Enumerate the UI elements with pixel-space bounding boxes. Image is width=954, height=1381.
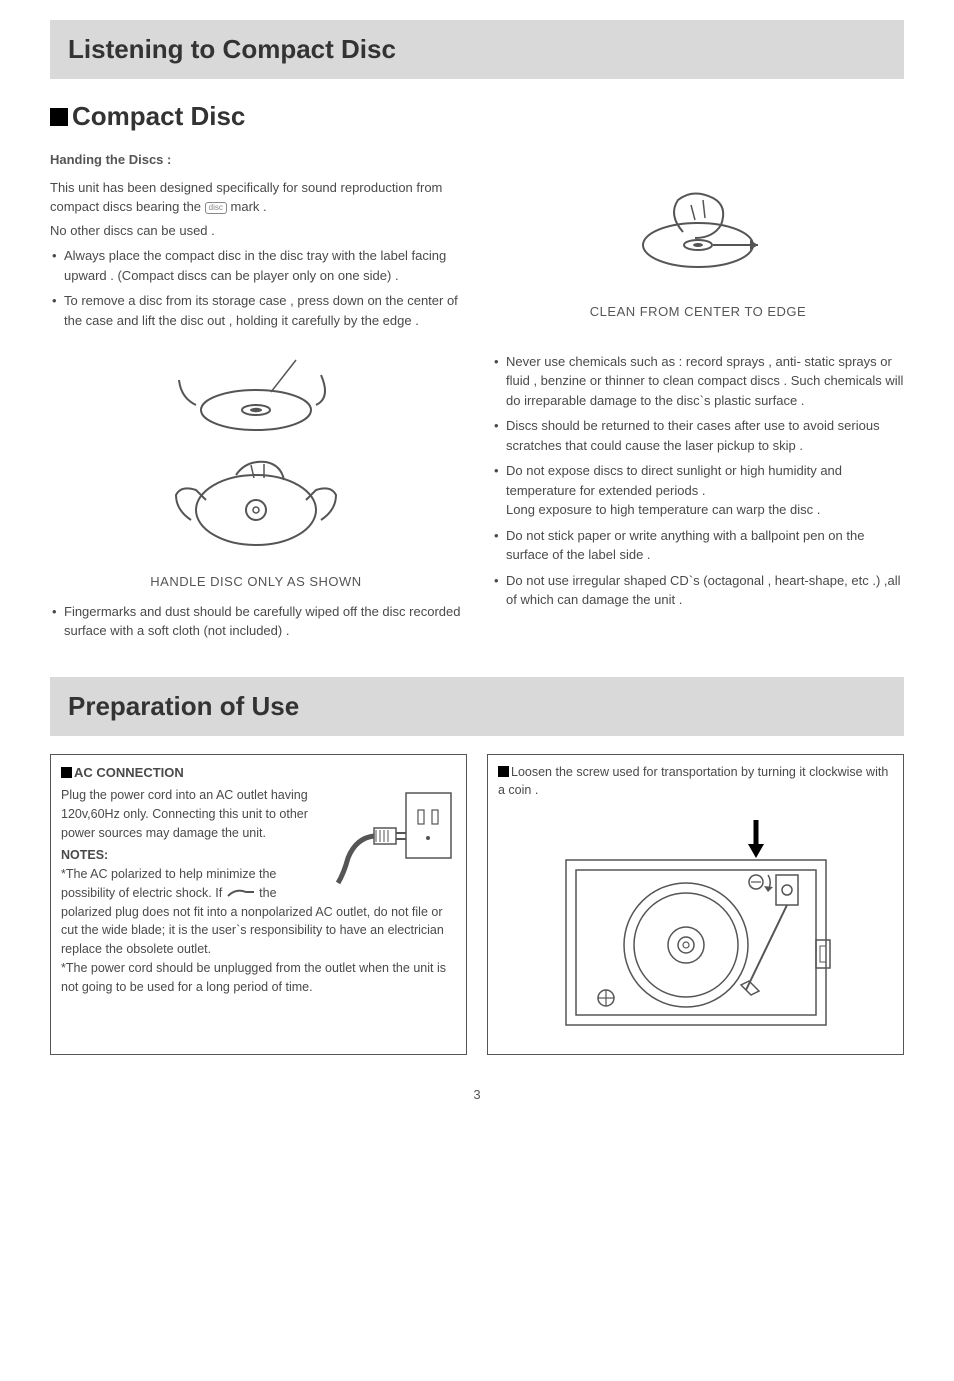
loosen-text: Loosen the screw used for transportation… xyxy=(498,763,893,801)
subheading-compact-disc: Compact Disc xyxy=(50,97,904,136)
page-number: 3 xyxy=(50,1085,904,1105)
loosen-text-content: Loosen the screw used for transportation… xyxy=(498,765,888,798)
clean-disc-icon xyxy=(613,170,783,290)
turntable-icon xyxy=(546,820,846,1030)
banner-title: Preparation of Use xyxy=(68,687,886,726)
bullet-item: Fingermarks and dust should be carefully… xyxy=(50,602,462,641)
disc-top-view-icon xyxy=(171,350,341,440)
column-left: Handing the Discs : This unit has been d… xyxy=(50,150,462,647)
bullet-item: Do not use irregular shaped CD`s (octago… xyxy=(492,571,904,610)
compact-disc-columns: Handing the Discs : This unit has been d… xyxy=(50,150,904,647)
caption-clean: CLEAN FROM CENTER TO EDGE xyxy=(492,302,904,322)
intro-text: This unit has been designed specifically… xyxy=(50,178,462,217)
bullet-item: Do not expose discs to direct sunlight o… xyxy=(492,461,904,520)
bullet-item: To remove a disc from its storage case ,… xyxy=(50,291,462,330)
ac-title-text: AC CONNECTION xyxy=(74,765,184,780)
plug-small-icon xyxy=(226,886,256,900)
illustration-disc-handling: HANDLE DISC ONLY AS SHOWN xyxy=(50,350,462,592)
bullet-item: Do not stick paper or write anything wit… xyxy=(492,526,904,565)
banner-title: Listening to Compact Disc xyxy=(68,30,886,69)
left-bullets: Always place the compact disc in the dis… xyxy=(50,246,462,330)
intro-part2: mark . xyxy=(231,199,267,214)
bullet-item: Never use chemicals such as : record spr… xyxy=(492,352,904,411)
preparation-row: AC CONNECTION xyxy=(50,754,904,1056)
turntable-illustration xyxy=(498,820,893,1030)
illustration-clean-disc: CLEAN FROM CENTER TO EDGE xyxy=(492,170,904,322)
subheading-text: Compact Disc xyxy=(72,97,245,136)
plug-outlet-icon xyxy=(336,788,456,888)
intro-text-2: No other discs can be used . xyxy=(50,221,462,241)
square-bullet-icon xyxy=(50,108,68,126)
section-banner-preparation: Preparation of Use xyxy=(50,677,904,736)
disc-hands-icon xyxy=(156,440,356,560)
right-bullets: Never use chemicals such as : record spr… xyxy=(492,352,904,610)
section-banner-listening: Listening to Compact Disc xyxy=(50,20,904,79)
column-right: CLEAN FROM CENTER TO EDGE Never use chem… xyxy=(492,150,904,647)
ac-title: AC CONNECTION xyxy=(61,763,456,783)
ac-connection-box: AC CONNECTION xyxy=(50,754,467,1056)
compact-disc-logo-icon: disc xyxy=(205,202,227,214)
bullet-item: Discs should be returned to their cases … xyxy=(492,416,904,455)
handling-title: Handing the Discs : xyxy=(50,150,462,170)
square-bullet-icon xyxy=(498,766,509,777)
bullet-item: Always place the compact disc in the dis… xyxy=(50,246,462,285)
square-bullet-icon xyxy=(61,767,72,778)
caption-handle: HANDLE DISC ONLY AS SHOWN xyxy=(50,572,462,592)
transport-screw-box: Loosen the screw used for transportation… xyxy=(487,754,904,1056)
left-footer-bullet: Fingermarks and dust should be carefully… xyxy=(50,602,462,641)
ac-note-2: *The power cord should be unplugged from… xyxy=(61,959,456,997)
